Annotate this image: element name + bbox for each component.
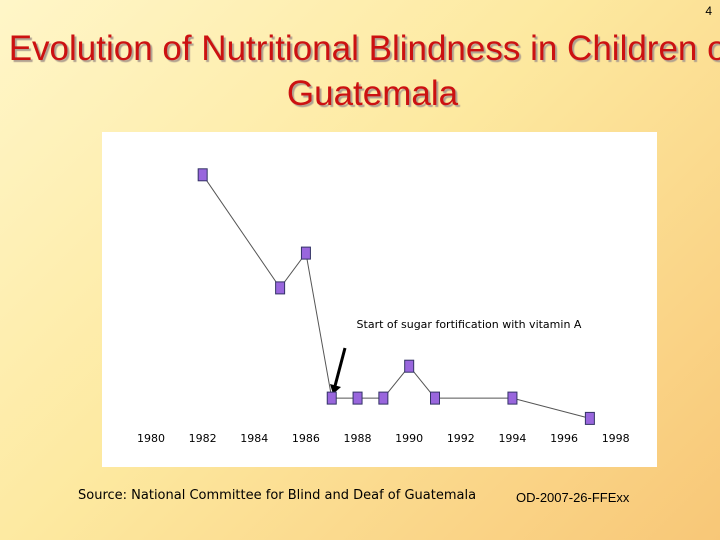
annotation-arrow [333,347,347,387]
x-tick-label: 1986 [292,432,320,445]
data-point [404,359,415,373]
annotation-arrowhead [330,384,341,394]
data-point [197,168,208,182]
annotation: Start of sugar fortification with vitami… [357,318,582,331]
x-tick-label: 1996 [550,432,578,445]
x-tick-label: 1994 [498,432,526,445]
source: Source: National Committee for Blind and… [78,488,477,503]
series-line [202,174,591,419]
data-point [584,411,595,425]
x-tick-label: 1992 [447,432,475,445]
doc-code: OD-2007-26-FFExx [516,490,630,505]
x-tick-label: 1988 [344,432,372,445]
x-tick-label: 1990 [395,432,423,445]
data-point [378,391,389,405]
x-tick-label: 1984 [240,432,268,445]
data-point [352,391,363,405]
x-tick-label: 1998 [602,432,630,445]
slide-title: Evolution of Nutritional Blindness in Ch… [8,29,720,113]
data-point [275,281,286,295]
data-point [300,246,311,260]
data-point [430,391,440,405]
data-point [326,391,337,405]
x-tick-label: 1980 [137,432,165,445]
data-point [507,391,518,405]
x-tick-label: 1982 [189,432,217,445]
page-number: 4 [705,4,712,18]
plot-area [102,132,657,467]
